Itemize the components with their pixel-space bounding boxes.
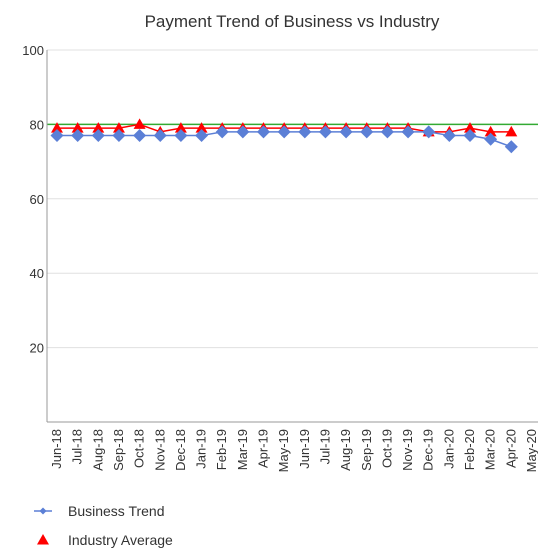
x-tick-label: Aug-19 <box>338 429 353 471</box>
x-tick-label: Jan-20 <box>441 429 456 469</box>
data-point[interactable] <box>195 122 208 133</box>
diamond-icon <box>39 507 47 515</box>
data-point[interactable] <box>464 122 476 133</box>
x-tick-label: Jan-19 <box>194 429 209 469</box>
x-tick-label: Jun-18 <box>49 429 64 469</box>
triangle-icon <box>37 534 49 545</box>
x-tick-label: Apr-19 <box>256 429 271 468</box>
data-point[interactable] <box>112 122 125 133</box>
x-tick-label: Mar-20 <box>483 429 498 470</box>
x-tick-label: Jun-19 <box>297 429 312 469</box>
data-point[interactable] <box>504 140 518 154</box>
data-point[interactable] <box>51 122 63 133</box>
axes <box>46 50 538 423</box>
series-business-trend <box>50 125 518 154</box>
data-point[interactable] <box>133 129 147 143</box>
legend-item-business-trend[interactable]: Business Trend <box>34 503 165 519</box>
data-point[interactable] <box>92 122 105 133</box>
data-point[interactable] <box>215 125 229 139</box>
x-tick-label: Feb-19 <box>214 429 229 470</box>
x-tick-label: Sep-19 <box>359 429 374 471</box>
y-axis-ticks: 20 40 60 80 100 <box>22 43 44 356</box>
gridlines <box>47 49 538 349</box>
data-point[interactable] <box>298 125 312 139</box>
y-tick-label: 20 <box>30 341 44 356</box>
data-point[interactable] <box>174 122 187 133</box>
data-point[interactable] <box>50 129 64 143</box>
chart-title: Payment Trend of Business vs Industry <box>145 12 440 31</box>
data-point[interactable] <box>422 125 436 139</box>
x-tick-label: Feb-20 <box>462 429 477 470</box>
data-point[interactable] <box>339 125 353 139</box>
data-point[interactable] <box>318 125 332 139</box>
y-tick-label: 40 <box>30 266 44 281</box>
x-tick-label: Jul-18 <box>70 429 85 464</box>
data-point[interactable] <box>277 125 291 139</box>
legend-item-industry-average[interactable]: Industry Average <box>37 532 173 548</box>
data-point[interactable] <box>484 125 497 137</box>
x-tick-label: Dec-19 <box>421 429 436 471</box>
x-tick-label: Aug-18 <box>90 429 105 471</box>
legend-label-industry-average: Industry Average <box>68 532 173 548</box>
y-tick-label: 60 <box>30 192 44 207</box>
x-axis-ticks: Jun-18 Jul-18 Aug-18 Sep-18 Oct-18 Nov-18 Dec-… <box>49 429 538 472</box>
legend-label-business-trend: Business Trend <box>68 503 165 519</box>
y-tick-label: 100 <box>22 43 44 58</box>
data-point[interactable] <box>257 125 270 139</box>
data-point[interactable] <box>360 125 374 139</box>
data-point[interactable] <box>71 129 85 143</box>
data-point[interactable] <box>91 129 105 143</box>
x-tick-label: Oct-18 <box>132 429 147 468</box>
series-layer <box>50 118 518 154</box>
x-tick-label: May-19 <box>276 429 291 472</box>
x-tick-label: Nov-18 <box>152 429 167 471</box>
data-point[interactable] <box>463 129 477 143</box>
data-point[interactable] <box>442 129 456 143</box>
x-tick-label: Apr-20 <box>503 429 518 468</box>
data-point[interactable] <box>71 122 84 133</box>
y-tick-label: 80 <box>30 117 44 132</box>
data-point[interactable] <box>236 125 250 139</box>
x-tick-label: Jul-19 <box>317 429 332 464</box>
data-point[interactable] <box>484 132 498 146</box>
x-tick-label: Oct-19 <box>379 429 394 468</box>
x-tick-label: May-20 <box>524 429 538 472</box>
data-point[interactable] <box>133 118 146 129</box>
legend: Business Trend Industry Average <box>34 503 173 548</box>
data-point[interactable] <box>112 129 126 143</box>
x-tick-label: Nov-19 <box>400 429 415 471</box>
x-tick-label: Dec-18 <box>173 429 188 471</box>
data-point[interactable] <box>195 129 209 143</box>
data-point[interactable] <box>174 129 188 143</box>
data-point[interactable] <box>505 125 518 137</box>
x-tick-label: Mar-19 <box>235 429 250 470</box>
data-point[interactable] <box>380 125 394 139</box>
data-point[interactable] <box>153 129 167 143</box>
x-tick-label: Sep-18 <box>111 429 126 471</box>
data-point[interactable] <box>401 125 415 139</box>
